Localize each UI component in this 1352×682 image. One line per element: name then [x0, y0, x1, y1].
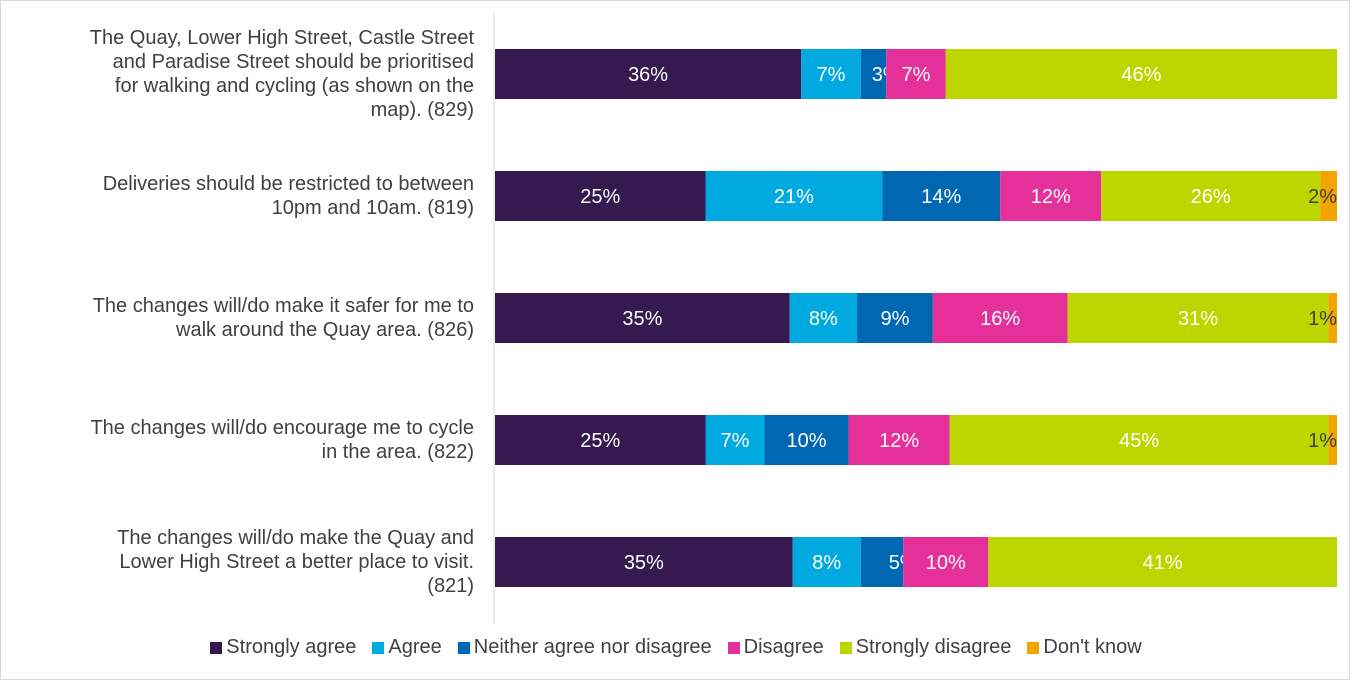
category-label-line: (821) [427, 575, 474, 597]
category-label: The Quay, Lower High Street, Castle Stre… [4, 26, 474, 122]
chart-legend: Strongly agree Agree Neither agree nor dis… [0, 636, 1352, 659]
bar-segment-2-neither-agree-nor-disagree [882, 171, 1001, 221]
bar-segment-5-agree [792, 537, 861, 587]
data-label: 25% [580, 430, 620, 452]
data-label: 31% [1178, 308, 1218, 330]
legend-item-strongly-agree: Strongly agree [210, 636, 356, 659]
legend-swatch [457, 641, 470, 654]
legend-item-don-t-know: Don't know [1027, 636, 1142, 659]
bar-segment-3-strongly-agree [495, 293, 790, 343]
category-label-line: 10pm and 10am. (819) [271, 197, 474, 219]
bar-segment-4-agree [705, 415, 765, 465]
data-label: 7% [721, 430, 750, 452]
bar-segment-3-agree [789, 293, 858, 343]
data-label: 46% [1121, 64, 1161, 86]
category-label-line: Deliveries should be restricted to betwe… [102, 173, 474, 195]
category-label-line: in the area. (822) [321, 441, 474, 463]
data-label: 10% [926, 552, 966, 574]
legend-label: Neither agree nor disagree [473, 636, 712, 658]
category-label-line: map). (829) [370, 99, 474, 121]
category-label-line: The changes will/do make the Quay and [117, 527, 474, 549]
bar-segment-3-don-t-know [1328, 293, 1337, 343]
data-label: 7% [816, 64, 845, 86]
data-label: 45% [1119, 430, 1159, 452]
data-label: 21% [774, 186, 814, 208]
legend-label: Strongly agree [226, 636, 357, 658]
bar-segment-2-agree [705, 171, 883, 221]
bar-segment-4-don-t-know [1328, 415, 1337, 465]
bar-segment-4-neither-agree-nor-disagree [764, 415, 849, 465]
bar-segment-1-neither-agree-nor-disagree [860, 49, 887, 99]
category-label-line: The Quay, Lower High Street, Castle Stre… [89, 27, 474, 49]
legend-swatch [1027, 641, 1040, 654]
category-label-line: Lower High Street a better place to visi… [119, 551, 474, 573]
legend-label: Strongly disagree [855, 636, 1012, 658]
bar-segment-2-strongly-disagree [1101, 171, 1321, 221]
data-label: 35% [622, 308, 662, 330]
data-label: 8% [809, 308, 838, 330]
data-label: 10% [787, 430, 827, 452]
data-label: 36% [628, 64, 668, 86]
bar-segment-4-strongly-agree [495, 415, 706, 465]
data-label: 2% [1308, 186, 1337, 208]
data-label: 41% [1143, 552, 1183, 574]
data-label: 35% [624, 552, 664, 574]
legend-swatch [210, 641, 223, 654]
legend-swatch [727, 641, 740, 654]
bar-segment-1-agree [801, 49, 861, 99]
category-label: The changes will/do make the Quay and Low… [4, 526, 474, 598]
category-label: The changes will/do make it safer for me… [4, 294, 474, 342]
bar-segment-2-don-t-know [1320, 171, 1337, 221]
data-label: 7% [902, 64, 931, 86]
data-label: 16% [980, 308, 1020, 330]
bar-segment-1-strongly-disagree [945, 49, 1337, 99]
data-label: 25% [580, 186, 620, 208]
bar-segment-5-disagree [903, 537, 989, 587]
legend-item-strongly-disagree: Strongly disagree [839, 636, 1012, 659]
category-label-line: The changes will/do make it safer for me… [92, 295, 474, 317]
data-label: 8% [812, 552, 841, 574]
bar-segment-4-disagree [848, 415, 950, 465]
bar-segment-5-neither-agree-nor-disagree [860, 537, 904, 587]
category-label-line: The changes will/do encourage me to cycl… [90, 417, 474, 439]
data-label: 1% [1308, 308, 1337, 330]
legend-item-neither-agree-nor-disagree: Neither agree nor disagree [457, 636, 712, 659]
data-label: 26% [1191, 186, 1231, 208]
data-label: 14% [921, 186, 961, 208]
bar-segment-5-strongly-disagree [988, 537, 1337, 587]
data-label: 9% [880, 308, 909, 330]
bar-segment-1-disagree [886, 49, 946, 99]
category-label-line: walk around the Quay area. (826) [176, 319, 474, 341]
bar-segment-3-disagree [932, 293, 1068, 343]
bar-segment-2-disagree [1000, 171, 1102, 221]
legend-label: Agree [388, 636, 442, 658]
bar-segment-3-strongly-disagree [1067, 293, 1329, 343]
legend-swatch [839, 641, 852, 654]
bar-segment-3-neither-agree-nor-disagree [857, 293, 933, 343]
data-label: 1% [1308, 430, 1337, 452]
bar-segment-4-strongly-disagree [949, 415, 1329, 465]
legend-label: Don't know [1043, 636, 1142, 658]
data-label: 12% [879, 430, 919, 452]
data-label: 12% [1031, 186, 1071, 208]
category-label: Deliveries should be restricted to betwe… [4, 172, 474, 220]
legend-swatch [372, 641, 385, 654]
bar-segment-2-strongly-agree [495, 171, 706, 221]
legend-item-agree: Agree [372, 636, 442, 659]
category-label: The changes will/do encourage me to cycl… [4, 416, 474, 464]
bar-segment-1-strongly-agree [495, 49, 802, 99]
category-label-line: and Paradise Street should be prioritise… [112, 51, 474, 73]
legend-item-disagree: Disagree [727, 636, 824, 659]
bar-segment-5-strongly-agree [495, 537, 793, 587]
category-label-line: for walking and cycling (as shown on the [114, 75, 474, 97]
legend-label: Disagree [743, 636, 824, 658]
